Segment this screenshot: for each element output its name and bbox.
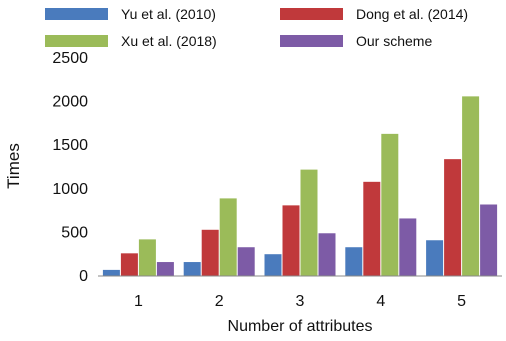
bar-dong-et-al-2014-2 <box>201 229 219 276</box>
bar-xu-et-al-2018-4 <box>381 133 399 276</box>
y-tick-label: 1000 <box>52 181 88 198</box>
bar-xu-et-al-2018-5 <box>462 96 480 276</box>
y-axis-label: Times <box>4 143 23 189</box>
x-axis: 1 2 3 4 5 <box>98 275 502 310</box>
x-tick-label: 4 <box>376 293 385 310</box>
plot-area <box>102 96 498 276</box>
legend: Yu et al. (2010) Dong et al. (2014) Xu et … <box>45 6 468 49</box>
legend-swatch-1 <box>45 8 108 20</box>
legend-swatch-3 <box>45 35 108 47</box>
bar-dong-et-al-2014-4 <box>363 181 381 276</box>
bar-dong-et-al-2014-5 <box>444 159 462 276</box>
legend-swatch-2 <box>280 8 343 20</box>
y-tick-label: 1500 <box>52 137 88 154</box>
bar-our-scheme-2 <box>237 247 255 276</box>
x-tick-label: 3 <box>296 293 305 310</box>
bar-yu-et-al-2010-5 <box>426 240 444 276</box>
x-axis-label: Number of attributes <box>228 318 373 335</box>
legend-label-3: Xu et al. (2018) <box>121 33 217 49</box>
legend-label-1: Yu et al. (2010) <box>121 6 216 22</box>
y-tick-label: 500 <box>61 224 88 241</box>
y-axis: 0 500 1000 1500 2000 2500 <box>52 50 88 285</box>
x-tick-label: 5 <box>457 293 466 310</box>
bar-our-scheme-5 <box>480 204 498 276</box>
bar-yu-et-al-2010-2 <box>183 262 201 276</box>
bar-dong-et-al-2014-1 <box>120 253 138 276</box>
bar-xu-et-al-2018-1 <box>138 239 156 276</box>
legend-swatch-4 <box>280 35 343 47</box>
bar-yu-et-al-2010-3 <box>264 254 282 276</box>
bar-xu-et-al-2018-3 <box>300 169 318 276</box>
x-tick-label: 1 <box>134 293 143 310</box>
legend-label-2: Dong et al. (2014) <box>356 6 468 22</box>
bar-dong-et-al-2014-3 <box>282 205 300 276</box>
y-tick-label: 0 <box>79 268 88 285</box>
bar-yu-et-al-2010-4 <box>345 247 363 276</box>
legend-label-4: Our scheme <box>356 33 432 49</box>
y-tick-label: 2500 <box>52 50 88 67</box>
x-tick-label: 2 <box>215 293 224 310</box>
bar-our-scheme-1 <box>156 262 174 276</box>
y-tick-label: 2000 <box>52 94 88 111</box>
bar-yu-et-al-2010-1 <box>102 269 120 276</box>
bar-our-scheme-4 <box>399 218 417 276</box>
bar-our-scheme-3 <box>318 233 336 276</box>
bar-xu-et-al-2018-2 <box>219 198 237 276</box>
